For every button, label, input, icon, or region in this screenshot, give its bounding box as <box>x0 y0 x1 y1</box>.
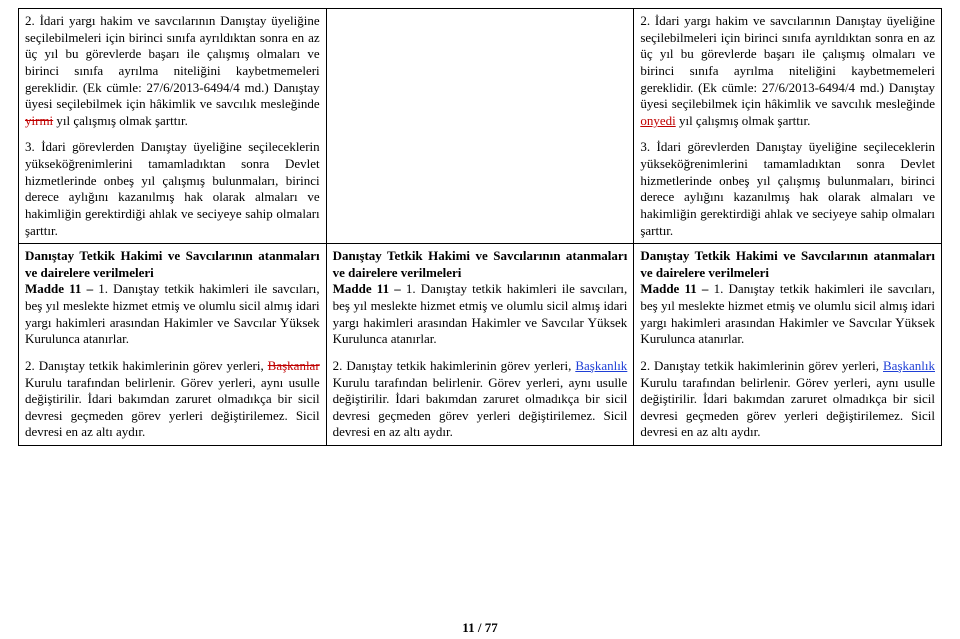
cell-r1-c3: 2. İdari yargı hakim ve savcılarının Dan… <box>634 9 942 244</box>
r2c2-p2: 2. Danıştay tetkik hakimlerinin görev ye… <box>333 358 628 441</box>
r2c2-p1: Danıştay Tetkik Hakimi ve Savcılarının a… <box>333 248 628 348</box>
cell-r1-c1: 2. İdari yargı hakim ve savcılarının Dan… <box>19 9 327 244</box>
r2c3-heading: Danıştay Tetkik Hakimi ve Savcılarının a… <box>640 248 935 280</box>
comparison-table: 2. İdari yargı hakim ve savcılarının Dan… <box>18 8 942 446</box>
r1c1-p1: 2. İdari yargı hakim ve savcılarının Dan… <box>25 13 320 129</box>
r2c1-p2: 2. Danıştay tetkik hakimlerinin görev ye… <box>25 358 320 441</box>
cell-r2-c2: Danıştay Tetkik Hakimi ve Savcılarının a… <box>326 244 634 446</box>
cell-r1-c2 <box>326 9 634 244</box>
r2c3-p1: Danıştay Tetkik Hakimi ve Savcılarının a… <box>640 248 935 348</box>
ul-baskanlik-3: Başkanlık <box>883 358 935 373</box>
r2c1-p1: Danıştay Tetkik Hakimi ve Savcılarının a… <box>25 248 320 348</box>
r2c3-p2: 2. Danıştay tetkik hakimlerinin görev ye… <box>640 358 935 441</box>
ul-baskanlik-2: Başkanlık <box>575 358 627 373</box>
r1c3-p2: 3. İdari görevlerden Danıştay üyeliğine … <box>640 139 935 239</box>
r1c3-p1: 2. İdari yargı hakim ve savcılarının Dan… <box>640 13 935 129</box>
underline-onyedi: onyedi <box>640 113 675 128</box>
cell-r2-c1: Danıştay Tetkik Hakimi ve Savcılarının a… <box>19 244 327 446</box>
page-number: 11 / 77 <box>0 620 960 636</box>
strike-yirmi: yirmi <box>25 113 53 128</box>
cell-r2-c3: Danıştay Tetkik Hakimi ve Savcılarının a… <box>634 244 942 446</box>
r1c1-p2: 3. İdari görevlerden Danıştay üyeliğine … <box>25 139 320 239</box>
r2c2-heading: Danıştay Tetkik Hakimi ve Savcılarının a… <box>333 248 628 280</box>
r2c1-heading: Danıştay Tetkik Hakimi ve Savcılarının a… <box>25 248 320 280</box>
strike-baskanlar-1: Başkanlar <box>268 358 320 373</box>
